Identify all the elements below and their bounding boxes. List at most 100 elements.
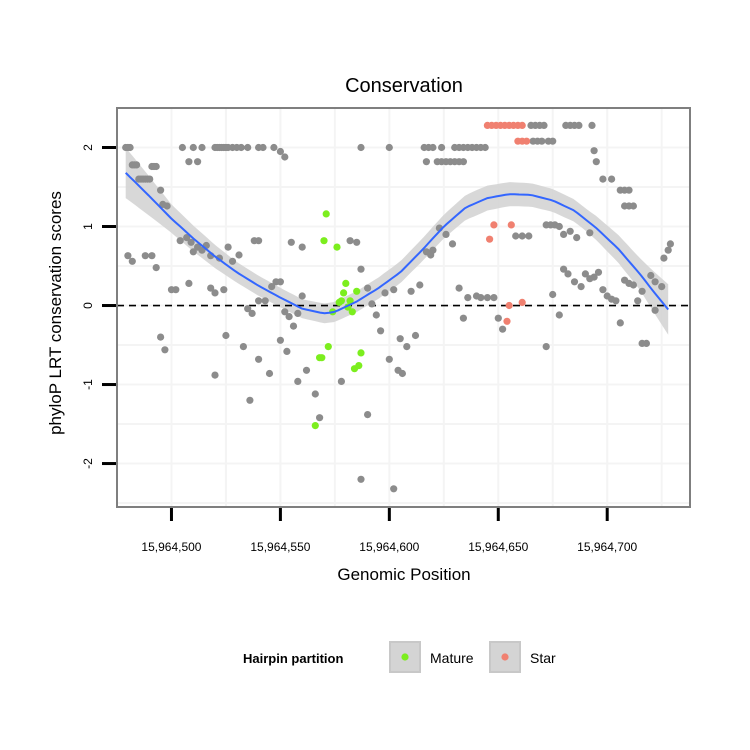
data-point-other	[276, 278, 284, 286]
legend-marker-star	[501, 653, 509, 661]
data-point-other	[666, 240, 675, 248]
data-point-other	[157, 186, 165, 194]
data-point-other	[276, 147, 284, 156]
legend-key-star	[489, 641, 521, 673]
x-axis: 15,964,500 15,964,550 15,964,600 15,964,650…	[141, 508, 638, 554]
data-point-other	[298, 243, 306, 251]
data-point-other	[185, 279, 193, 287]
data-point-other	[573, 234, 581, 242]
data-point-mature	[333, 243, 341, 251]
data-point-other	[385, 355, 393, 363]
data-point-other	[124, 252, 132, 260]
data-point-mature	[342, 279, 350, 287]
data-point-other	[555, 222, 563, 231]
data-point-other	[629, 202, 638, 210]
data-point-mature	[355, 362, 363, 370]
data-point-other	[172, 286, 180, 294]
data-point-other	[564, 270, 572, 278]
data-point-other	[581, 270, 590, 278]
data-point-other	[590, 273, 598, 281]
data-point-other	[163, 202, 171, 210]
data-point-other	[128, 257, 136, 265]
plot-panel	[117, 108, 690, 507]
data-point-other	[570, 278, 579, 286]
data-point-other	[494, 314, 502, 322]
data-point-other	[289, 322, 298, 330]
data-point-other	[612, 297, 620, 305]
x-tick-label: 15,964,700	[577, 540, 637, 554]
panel-background	[117, 108, 690, 507]
data-point-other	[239, 343, 247, 351]
data-point-other	[518, 232, 526, 240]
data-point-other	[499, 325, 507, 333]
data-point-other	[244, 305, 252, 313]
data-point-other	[187, 238, 195, 246]
data-point-mature	[357, 349, 365, 357]
data-point-other	[377, 327, 385, 335]
data-point-other	[660, 254, 668, 262]
data-point-other	[642, 339, 651, 347]
chart-title: Conservation	[345, 75, 463, 97]
data-point-other	[464, 294, 472, 302]
data-point-other	[189, 248, 197, 256]
data-point-other	[368, 300, 376, 308]
panel-border	[116, 107, 691, 508]
data-point-star	[505, 301, 513, 310]
x-tick-label: 15,964,500	[141, 540, 201, 554]
data-point-other	[248, 309, 256, 317]
data-point-other	[255, 237, 263, 245]
panel-frame	[116, 107, 691, 508]
data-point-other	[658, 283, 666, 291]
data-point-other	[265, 369, 274, 378]
data-point-other	[651, 278, 659, 286]
data-point-other	[178, 143, 186, 152]
data-point-other	[599, 175, 607, 183]
data-point-other	[281, 308, 289, 316]
data-point-other	[592, 158, 600, 166]
data-point-other	[647, 271, 655, 280]
data-point-other	[337, 377, 345, 385]
data-point-other	[246, 396, 254, 404]
data-point-other	[566, 227, 574, 235]
data-point-other	[448, 240, 457, 248]
data-point-other	[281, 153, 289, 161]
data-point-other	[390, 485, 398, 493]
data-point-other	[422, 158, 430, 166]
data-point-other	[638, 287, 646, 295]
y-tick-label: -1	[81, 379, 95, 390]
data-point-other	[237, 143, 245, 152]
data-point-other	[459, 158, 467, 166]
data-point-other	[287, 238, 295, 246]
data-point-other	[152, 162, 160, 171]
legend: Hairpin partition Mature Star	[243, 641, 556, 673]
data-point-other	[625, 186, 633, 194]
data-point-other	[302, 366, 311, 374]
data-point-other	[403, 343, 411, 351]
data-point-other	[586, 229, 594, 237]
data-point-other	[346, 237, 354, 245]
data-point-other	[459, 314, 467, 322]
data-point-other	[185, 158, 193, 166]
data-point-other	[244, 143, 252, 152]
data-point-other	[133, 161, 141, 169]
data-point-other	[259, 143, 267, 152]
data-point-other	[594, 268, 603, 276]
smooth-line	[124, 172, 669, 315]
data-point-other	[455, 284, 463, 292]
data-point-other	[222, 331, 230, 340]
data-point-other	[211, 371, 219, 379]
data-point-other	[372, 311, 380, 319]
data-point-other	[357, 143, 365, 152]
data-point-other	[525, 232, 533, 240]
data-point-star	[507, 221, 515, 229]
data-point-other	[294, 377, 302, 385]
data-point-other	[512, 232, 520, 240]
data-point-mature	[346, 297, 354, 305]
data-point-mature	[318, 354, 326, 362]
y-tick-label: -2	[81, 458, 95, 469]
data-point-other	[353, 238, 361, 246]
data-point-other	[183, 234, 191, 242]
data-point-other	[481, 143, 489, 152]
x-tick-label: 15,964,550	[250, 540, 310, 554]
